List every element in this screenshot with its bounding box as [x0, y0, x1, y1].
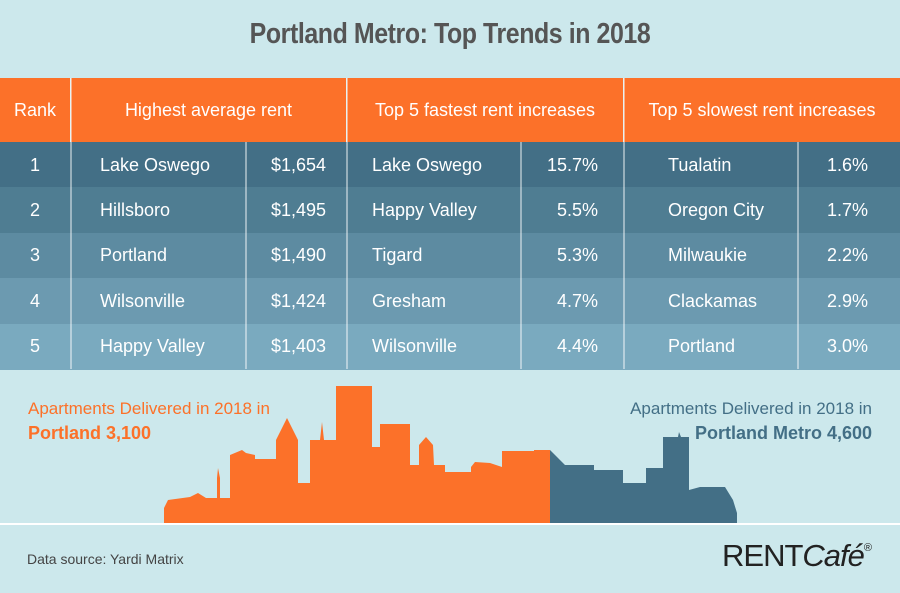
column-divider — [245, 142, 247, 369]
fast-city-cell: Gresham — [372, 290, 447, 311]
slow-value-cell: 2.2% — [826, 245, 868, 266]
divider-line — [0, 523, 900, 525]
fast-value-cell: 5.5% — [556, 199, 598, 220]
header-fastest: Top 5 fastest rent increases — [347, 78, 623, 142]
rank-cell: 5 — [29, 336, 40, 357]
rentcafe-logo: RENTCafé® — [722, 538, 872, 573]
data-source: Data source: Yardi Matrix — [27, 551, 184, 567]
fast-value-cell: 5.3% — [556, 245, 598, 266]
slow-city-cell: Milwaukie — [668, 245, 748, 266]
rent-city-cell: Hillsboro — [100, 199, 171, 220]
fast-city-cell: Lake Oswego — [372, 154, 483, 175]
table-row: 1 Lake Oswego $1,654 Lake Oswego 15.7% Tualat… — [0, 142, 900, 188]
slow-value-cell: 1.7% — [826, 199, 868, 220]
fast-city-cell: Happy Valley — [372, 199, 477, 220]
rank-cell: 2 — [29, 199, 40, 220]
slow-city-cell: Portland — [668, 336, 736, 357]
page-title: Portland Metro: Top Trends in 2018 — [249, 18, 651, 50]
table-row: 2 Hillsboro $1,495 Happy Valley 5.5% Oregon C… — [0, 187, 900, 234]
rent-value-cell: $1,424 — [270, 290, 326, 311]
metro-delivered-label: Apartments Delivered in 2018 in — [630, 399, 872, 418]
fast-city-cell: Tigard — [372, 245, 423, 266]
rent-city-cell: Wilsonville — [100, 290, 186, 311]
fast-value-cell: 15.7% — [546, 154, 598, 175]
slow-value-cell: 3.0% — [826, 336, 868, 357]
portland-delivered-label: Apartments Delivered in 2018 in — [28, 399, 270, 418]
rank-cell: 1 — [29, 154, 40, 175]
slow-city-cell: Clackamas — [668, 290, 758, 311]
portland-delivered: Apartments Delivered in 2018 in Portland… — [28, 396, 270, 446]
rent-city-cell: Happy Valley — [100, 336, 205, 357]
skyline-metro — [550, 432, 737, 524]
column-divider — [346, 78, 348, 369]
header-rank: Rank — [0, 78, 70, 142]
header-highest-rent: Highest average rent — [71, 78, 346, 142]
rent-value-cell: $1,403 — [270, 336, 326, 357]
skyline-portland — [164, 386, 550, 524]
metro-delivered-value: Portland Metro 4,600 — [694, 423, 872, 443]
rent-value-cell: $1,490 — [270, 245, 326, 266]
table-row: 4 Wilsonville $1,424 Gresham 4.7% Clackamas 2.… — [0, 278, 900, 325]
metro-delivered: Apartments Delivered in 2018 in Portland… — [630, 396, 872, 446]
rent-city-cell: Portland — [100, 245, 168, 266]
fast-value-cell: 4.4% — [556, 336, 598, 357]
rent-city-cell: Lake Oswego — [100, 154, 211, 175]
rent-value-cell: $1,495 — [270, 199, 326, 220]
table-row: 3 Portland $1,490 Tigard 5.3% Milwaukie 2.2% — [0, 232, 900, 279]
fast-value-cell: 4.7% — [556, 290, 598, 311]
fast-city-cell: Wilsonville — [372, 336, 458, 357]
rank-cell: 4 — [29, 290, 40, 311]
slow-city-cell: Oregon City — [668, 199, 765, 220]
slow-value-cell: 1.6% — [826, 154, 868, 175]
rent-value-cell: $1,654 — [270, 154, 326, 175]
slow-value-cell: 2.9% — [826, 290, 868, 311]
header-slowest: Top 5 slowest rent increases — [624, 78, 900, 142]
portland-delivered-value: Portland 3,100 — [28, 423, 152, 443]
column-divider — [623, 78, 625, 369]
table-row: 5 Happy Valley $1,403 Wilsonville 4.4% Portla… — [0, 323, 900, 370]
column-divider — [520, 142, 522, 369]
slow-city-cell: Tualatin — [668, 154, 732, 175]
column-divider — [70, 78, 72, 369]
column-divider — [797, 142, 799, 369]
rank-cell: 3 — [29, 245, 40, 266]
